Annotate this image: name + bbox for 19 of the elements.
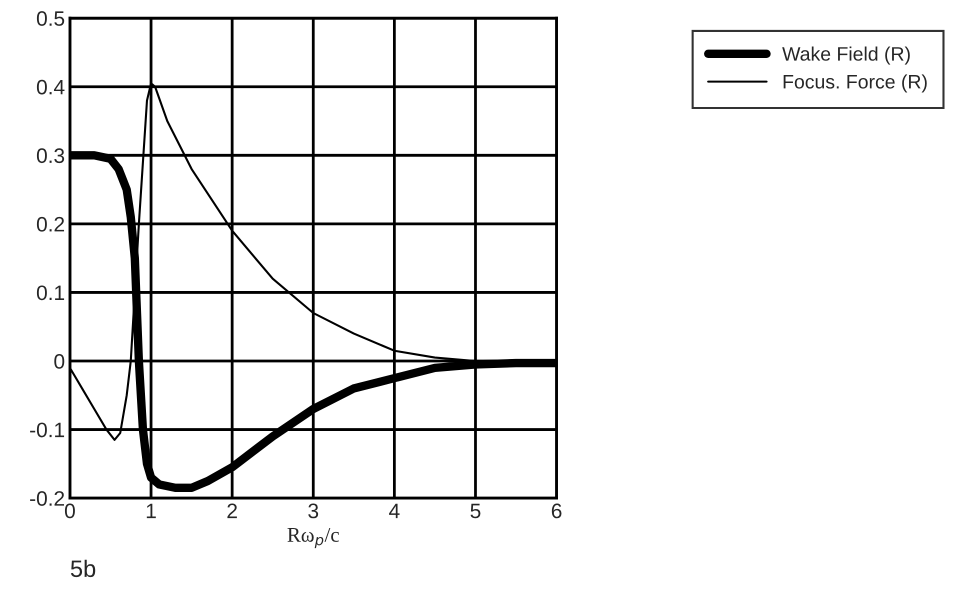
x-tick-label: 6 [552,504,562,518]
text: 5b [70,560,96,578]
legend-label: Wake Field (R) [782,46,910,65]
y-tick-label: 0 [54,354,64,369]
y-tick-label: 0.4 [36,80,64,94]
x-tick-label: 1 [146,504,156,518]
y-tick-label: 0.1 [36,285,64,300]
x-tick-label: 4 [389,504,400,518]
y-tick-label: -0.1 [30,422,64,438]
legend-label: Focus. Force (R) [784,74,927,92]
x-axis-title: Rω$_{p}$/c [288,528,339,548]
y-tick-label: 0.2 [36,216,64,232]
y-tick-label: 0.3 [36,148,64,164]
x-tick-label: 2 [227,504,237,518]
x-tick-label: 0 [64,504,75,518]
x-tick-label: 5 [470,504,480,518]
x-tick-label: 3 [308,504,318,518]
y-tick-label: 0.5 [36,11,64,26]
y-tick-label: -0.2 [30,491,64,506]
